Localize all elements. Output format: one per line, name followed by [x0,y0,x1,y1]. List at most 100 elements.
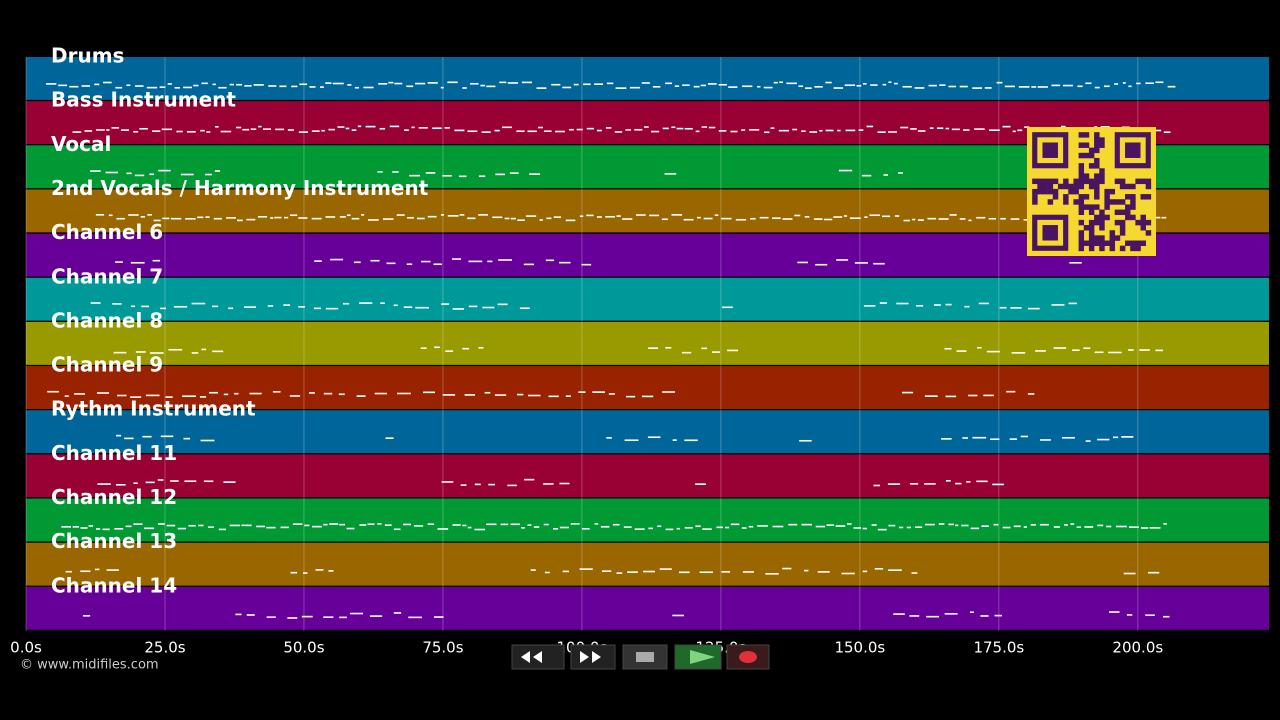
note [440,86,444,89]
qr-cell [1145,183,1152,190]
note [459,214,465,216]
note [1051,84,1061,87]
note [826,524,835,526]
note [980,615,989,617]
note [413,525,424,527]
note [730,523,740,526]
note [1139,349,1150,351]
note [198,524,204,527]
note [1163,131,1171,134]
note [927,217,937,220]
note [468,305,478,308]
note [200,129,205,132]
note [695,483,706,485]
note [356,395,366,397]
qr-cell [1094,178,1100,185]
tick-label: 150.0s [834,639,885,657]
note [143,527,155,530]
note [437,528,449,530]
note [934,304,941,306]
note [330,258,344,261]
note [1126,614,1133,616]
note [963,129,970,131]
note [596,216,602,218]
note [244,306,256,308]
note [562,570,569,573]
qr-cell [1094,137,1100,143]
record-button[interactable] [726,644,770,670]
note [468,260,483,263]
note [882,83,887,86]
note [888,524,896,527]
note [990,438,1000,441]
note [173,305,188,308]
stop-button[interactable] [622,644,668,670]
qr-cell [1094,173,1100,179]
note [999,306,1007,309]
note [116,217,125,220]
note [199,396,207,398]
qr-cell [1119,199,1126,205]
note [1070,523,1075,525]
note [218,528,226,531]
note [900,126,909,129]
qr-cell [1099,214,1105,221]
note [411,126,415,129]
note [701,126,707,128]
note [142,435,152,438]
note [133,523,143,525]
note [507,82,519,84]
note [893,613,905,615]
note [944,613,958,615]
note [735,218,747,221]
note [581,527,590,530]
rewind-button[interactable] [511,644,565,670]
note [117,394,127,397]
note [772,217,781,219]
note [594,83,604,85]
note [910,128,917,130]
note [97,483,111,485]
qr-cell [1037,183,1043,190]
note [964,305,970,308]
note [266,526,276,529]
note [96,528,101,530]
qr-cell [1052,188,1059,195]
note [291,85,298,88]
note [976,216,986,219]
note [981,525,989,527]
note [902,85,912,88]
note [1100,126,1110,128]
note [553,528,559,530]
play-button[interactable] [674,644,722,670]
fast-forward-button[interactable] [570,644,616,670]
note [346,214,351,217]
note [81,85,91,87]
note [606,82,614,85]
note [510,523,521,526]
tick-label: 0.0s [10,639,42,657]
note [815,525,826,528]
note [527,130,537,133]
note [1040,439,1051,441]
note [345,127,350,130]
note [111,127,120,129]
note [728,86,738,88]
note [565,219,576,222]
note [135,351,146,353]
note [486,523,497,526]
note [970,527,980,530]
note [72,526,80,528]
note [370,259,380,262]
note [917,219,924,221]
note [707,83,717,85]
note [636,214,646,216]
note [799,439,812,442]
note [494,394,507,396]
note [458,175,467,178]
qr-cell [1130,245,1136,252]
note [1061,436,1075,439]
note [1011,352,1026,354]
note [246,614,255,616]
note [369,615,383,617]
